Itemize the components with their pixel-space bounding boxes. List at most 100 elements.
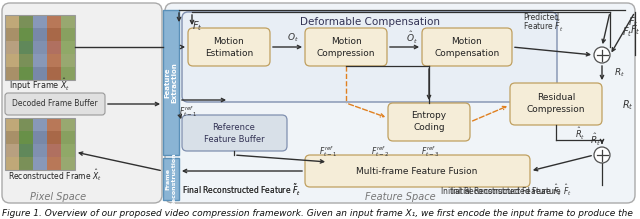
Bar — [5, 118, 75, 170]
Bar — [33, 67, 47, 80]
Text: Residual: Residual — [537, 94, 575, 102]
Text: Feature $\tilde{F}_t$: Feature $\tilde{F}_t$ — [523, 18, 564, 34]
Bar — [47, 118, 61, 131]
Bar — [19, 157, 33, 170]
Text: $F_t$: $F_t$ — [192, 19, 202, 33]
Text: Multi-frame Feature Fusion: Multi-frame Feature Fusion — [356, 166, 477, 175]
Text: Figure 1. Overview of our proposed video compression framework. Given an input f: Figure 1. Overview of our proposed video… — [2, 210, 633, 219]
Bar — [5, 157, 19, 170]
Text: $\hat{R}_t$: $\hat{R}_t$ — [575, 126, 585, 142]
Bar — [163, 158, 179, 200]
Bar — [61, 41, 75, 54]
Bar — [47, 54, 61, 67]
Bar — [61, 157, 75, 170]
Bar — [47, 144, 61, 157]
Text: Feature Space: Feature Space — [365, 192, 435, 202]
Bar — [61, 15, 75, 28]
Text: Estimation: Estimation — [205, 48, 253, 58]
Bar — [19, 144, 33, 157]
Bar — [19, 54, 33, 67]
Text: $F^{ref}_{t-2}$: $F^{ref}_{t-2}$ — [371, 145, 389, 159]
Text: Entropy: Entropy — [412, 111, 447, 120]
Bar — [163, 10, 179, 155]
Text: $F_t$: $F_t$ — [628, 15, 639, 29]
Circle shape — [594, 147, 610, 163]
Bar — [33, 144, 47, 157]
Bar — [19, 118, 33, 131]
FancyBboxPatch shape — [422, 28, 512, 66]
Bar — [61, 67, 75, 80]
Bar — [5, 67, 19, 80]
Text: Motion: Motion — [331, 37, 362, 46]
Bar — [5, 41, 19, 54]
Bar — [19, 131, 33, 144]
Text: $F^{ref}_{t-1}$: $F^{ref}_{t-1}$ — [319, 145, 337, 159]
FancyBboxPatch shape — [305, 155, 530, 187]
Bar — [5, 15, 75, 80]
Bar — [61, 54, 75, 67]
Bar — [19, 15, 33, 28]
Bar — [47, 131, 61, 144]
Text: Predicted: Predicted — [523, 14, 559, 23]
Text: $F_t$: $F_t$ — [630, 23, 640, 37]
Text: Compression: Compression — [317, 48, 375, 58]
Text: Reference: Reference — [212, 124, 255, 132]
Bar — [47, 41, 61, 54]
Text: Initial Reconstructed Feature $\hat{F}_t$: Initial Reconstructed Feature $\hat{F}_t… — [450, 182, 572, 198]
Text: $F^{ref}_{t-3}$: $F^{ref}_{t-3}$ — [421, 145, 439, 159]
Bar — [61, 118, 75, 131]
FancyBboxPatch shape — [388, 103, 470, 141]
Bar — [47, 157, 61, 170]
Bar — [19, 67, 33, 80]
Text: Coding: Coding — [413, 122, 445, 131]
FancyBboxPatch shape — [305, 28, 387, 66]
Text: Compression: Compression — [527, 104, 585, 113]
FancyBboxPatch shape — [182, 12, 557, 102]
Text: Pixel Space: Pixel Space — [30, 192, 86, 202]
Bar — [33, 131, 47, 144]
Text: Deformable Compensation: Deformable Compensation — [300, 17, 440, 27]
Bar — [5, 28, 19, 41]
Text: Final Reconstructed Feature $\tilde{F}_t$: Final Reconstructed Feature $\tilde{F}_t… — [182, 182, 301, 198]
Bar — [5, 15, 19, 28]
Text: Input Frame $\hat{X}_t$: Input Frame $\hat{X}_t$ — [10, 77, 70, 93]
FancyBboxPatch shape — [510, 83, 602, 125]
Text: Motion: Motion — [214, 37, 244, 46]
Bar — [19, 41, 33, 54]
Bar — [33, 157, 47, 170]
FancyBboxPatch shape — [2, 3, 162, 203]
Bar — [33, 54, 47, 67]
Text: $F_t$: $F_t$ — [622, 25, 632, 39]
FancyBboxPatch shape — [182, 115, 287, 151]
Bar — [61, 28, 75, 41]
Bar — [61, 144, 75, 157]
Bar — [47, 28, 61, 41]
Text: Motion: Motion — [452, 37, 483, 46]
Text: Feature
Extraction: Feature Extraction — [164, 63, 177, 103]
Text: $\hat{O}_t$: $\hat{O}_t$ — [406, 30, 418, 46]
FancyBboxPatch shape — [188, 28, 270, 66]
Text: $O_t$: $O_t$ — [287, 32, 299, 44]
Text: $F^{ref}_{t-1}$: $F^{ref}_{t-1}$ — [179, 104, 197, 119]
Circle shape — [594, 47, 610, 63]
Text: Initial Reconstructed Feature $\hat{F}_t$: Initial Reconstructed Feature $\hat{F}_t… — [440, 182, 562, 198]
Bar — [5, 118, 19, 131]
Bar — [47, 67, 61, 80]
Text: $R_t$: $R_t$ — [622, 98, 634, 112]
Bar — [33, 41, 47, 54]
Bar — [5, 144, 19, 157]
Text: Final Reconstructed Feature $\tilde{F}_t$: Final Reconstructed Feature $\tilde{F}_t… — [182, 182, 301, 198]
Bar — [47, 15, 61, 28]
Text: Compensation: Compensation — [435, 48, 500, 58]
FancyBboxPatch shape — [5, 93, 105, 115]
Bar — [61, 131, 75, 144]
Text: Reconstructed Frame $\hat{X}_t$: Reconstructed Frame $\hat{X}_t$ — [8, 167, 102, 183]
Text: $\hat{R}_t$: $\hat{R}_t$ — [590, 132, 601, 148]
Text: Feature Buffer: Feature Buffer — [204, 134, 264, 143]
FancyBboxPatch shape — [165, 3, 635, 203]
Text: Frame
Reconstruction: Frame Reconstruction — [166, 152, 177, 206]
Bar — [33, 15, 47, 28]
Text: $R_t$: $R_t$ — [614, 67, 625, 79]
Bar — [19, 28, 33, 41]
Text: Decoded Frame Buffer: Decoded Frame Buffer — [12, 99, 98, 108]
